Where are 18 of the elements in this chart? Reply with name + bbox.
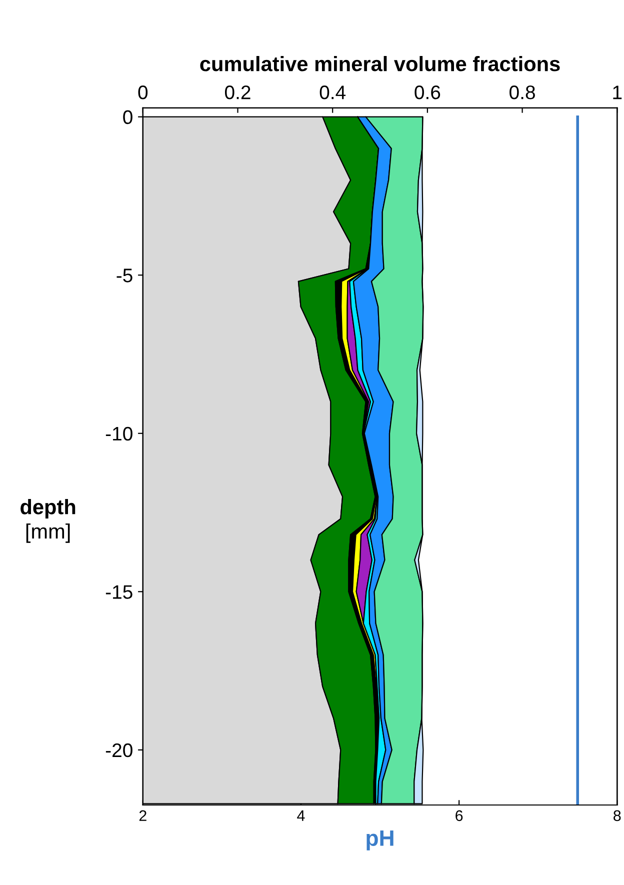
x-tick-label: 4 bbox=[297, 810, 305, 821]
x2-tick-label: 0.6 bbox=[414, 85, 440, 100]
x2-tick-label: 0.2 bbox=[224, 85, 250, 100]
x2-tick-label: 0.8 bbox=[510, 85, 535, 100]
y-tick-label: 0 bbox=[123, 110, 132, 124]
x-tick-label: 8 bbox=[614, 810, 621, 822]
y-tick-label: -5 bbox=[116, 268, 132, 282]
x-axis-title: pH bbox=[366, 830, 394, 850]
x2-tick-label: 0 bbox=[138, 85, 148, 100]
y-tick-label: -15 bbox=[106, 585, 132, 599]
x-tick-label: 2 bbox=[139, 810, 146, 821]
y-tick-label: -10 bbox=[106, 426, 132, 441]
x-tick-label: 6 bbox=[456, 810, 463, 822]
x2-tick-label: 0.4 bbox=[320, 85, 346, 100]
x2-axis-title: cumulative mineral volume fractions bbox=[200, 56, 560, 72]
y-tick-label: -20 bbox=[106, 743, 132, 758]
y-axis-title: depth [mm] bbox=[20, 499, 76, 543]
x2-tick-label: 1 bbox=[613, 86, 622, 100]
